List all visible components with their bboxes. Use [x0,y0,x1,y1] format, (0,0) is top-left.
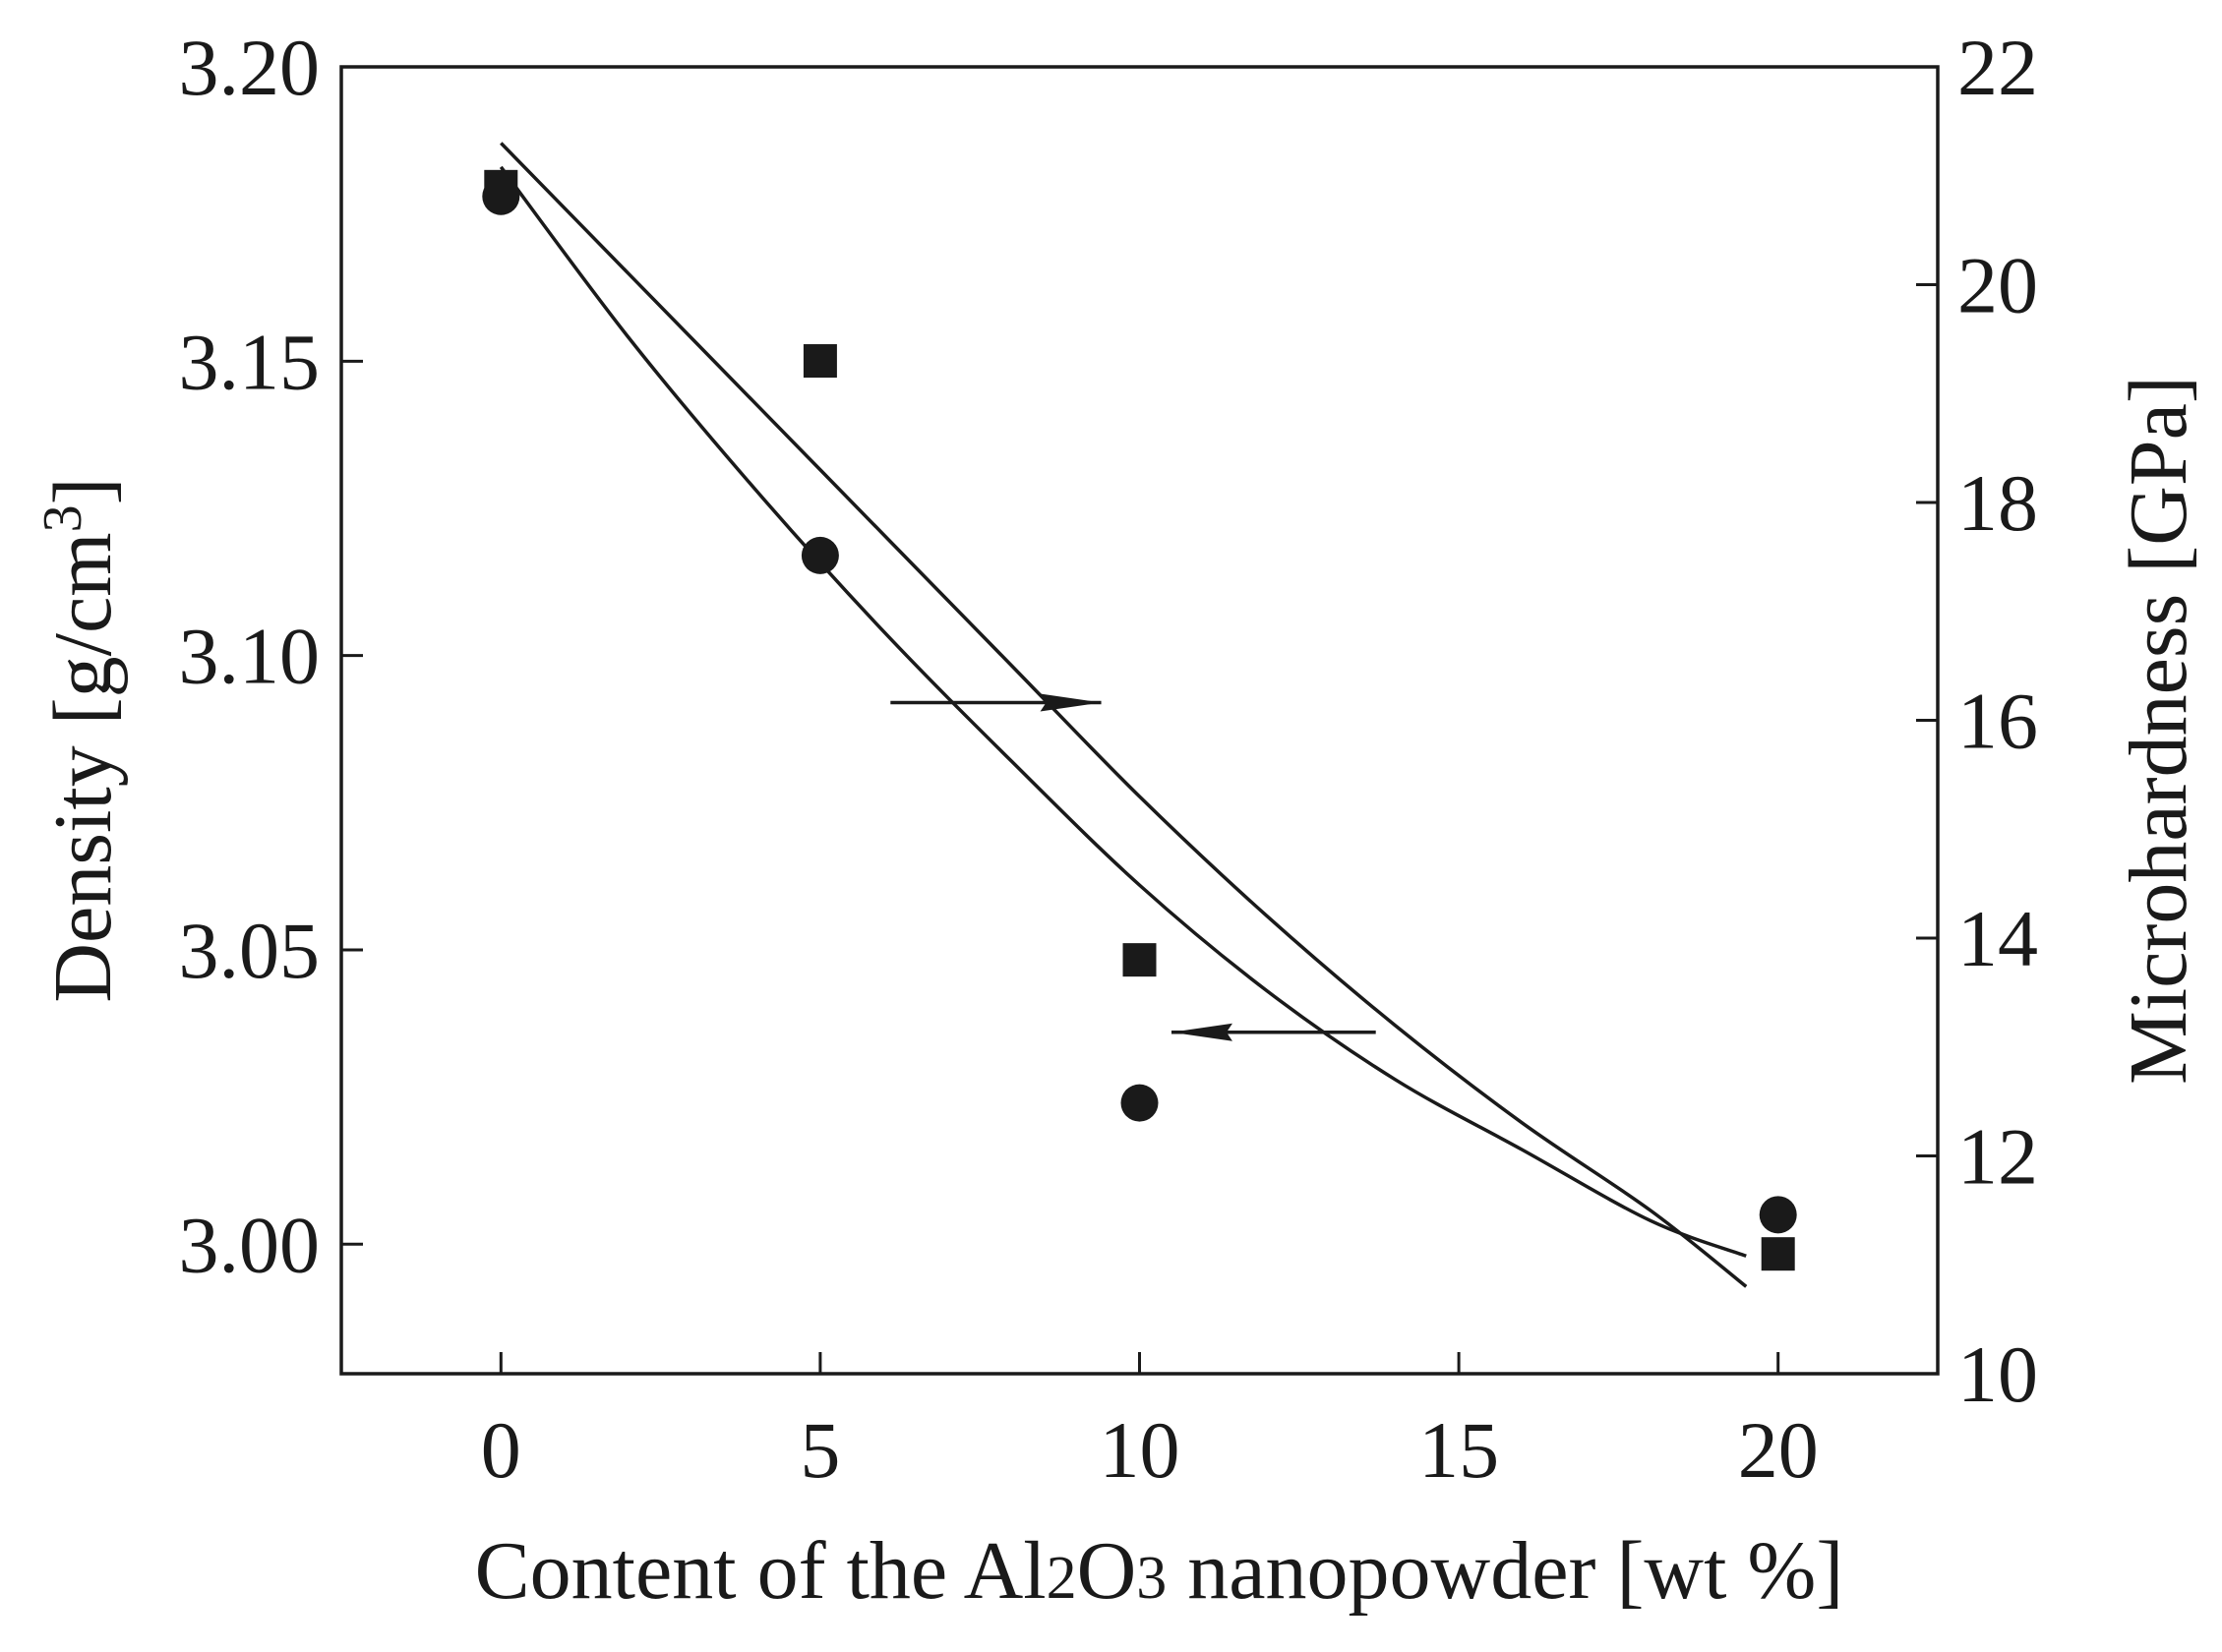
microhardness-point [1122,943,1157,977]
x-axis-title-subscript: 2 [1047,1545,1077,1612]
density-point [1120,1084,1159,1122]
microhardness-point [484,169,518,204]
x-axis-title-part: nanopowder [wt %] [1167,1525,1843,1617]
y-left-tick-label: 3.05 [179,906,321,995]
x-tick-label: 15 [1418,1405,1499,1495]
y-left-tick-label: 3.20 [179,23,321,112]
density-point [801,536,839,574]
plot-frame [339,65,1940,1376]
y-left-axis-title: Density [g/cm3] [32,477,129,1002]
y-left-tick-label: 3.00 [179,1200,321,1289]
y-left-tick-label: 3.10 [179,612,321,701]
x-tick-label: 20 [1738,1405,1819,1495]
y-left-axis-title-part: ] [37,477,129,504]
microhardness-fit-curve [500,142,1748,1288]
y-right-tick-label: 18 [1957,458,2038,548]
microhardness-point [803,344,837,379]
density-fit-curve [499,165,1747,1258]
x-axis-title: Content of the Al2O3 nanopowder [wt %] [475,1525,1844,1617]
x-tick-label: 0 [481,1405,521,1495]
x-tick-label: 5 [800,1405,840,1495]
y-right-tick-label: 22 [1957,23,2038,112]
arrow-right-icon [1040,693,1102,712]
x-axis-title-part: Content of the Al [475,1525,1047,1617]
y-left-axis-title-part: Density [g/cm [37,532,129,1002]
x-tick-label: 10 [1100,1405,1180,1495]
arrow-left-icon [1171,1023,1232,1041]
y-left-tick-label: 3.15 [179,317,321,406]
y-right-tick-label: 16 [1957,677,2038,766]
x-axis-title-part: O [1077,1525,1137,1617]
density-point [1759,1196,1797,1234]
y-right-tick-label: 12 [1957,1112,2038,1202]
y-left-axis-title-superscript: 3 [32,504,93,532]
y-right-axis-title: Microhardness [GPa] [2113,376,2204,1085]
y-right-tick-label: 10 [1957,1329,2038,1419]
y-right-tick-label: 14 [1957,894,2038,983]
microhardness-point [1761,1237,1795,1271]
y-right-tick-label: 20 [1957,241,2038,330]
x-axis-title-subscript: 3 [1136,1545,1167,1612]
